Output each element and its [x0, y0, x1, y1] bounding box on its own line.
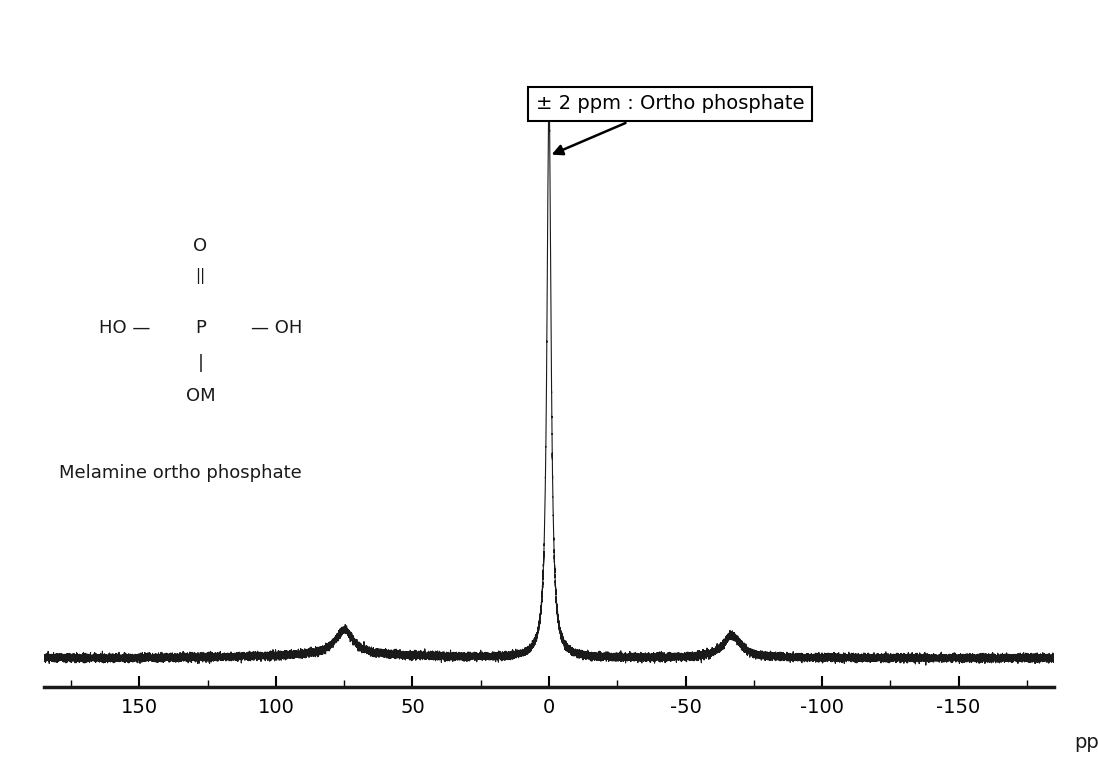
- Text: OM: OM: [186, 387, 215, 405]
- Text: ppm: ppm: [1074, 733, 1098, 751]
- Text: HO —: HO —: [99, 319, 150, 337]
- Text: P: P: [195, 319, 206, 337]
- Text: — OH: — OH: [250, 319, 302, 337]
- Text: ||: ||: [195, 268, 205, 284]
- Text: Melamine ortho phosphate: Melamine ortho phosphate: [59, 465, 302, 483]
- Text: |: |: [198, 354, 203, 373]
- Text: O: O: [193, 237, 208, 255]
- Text: ± 2 ppm : Ortho phosphate: ± 2 ppm : Ortho phosphate: [536, 95, 805, 154]
